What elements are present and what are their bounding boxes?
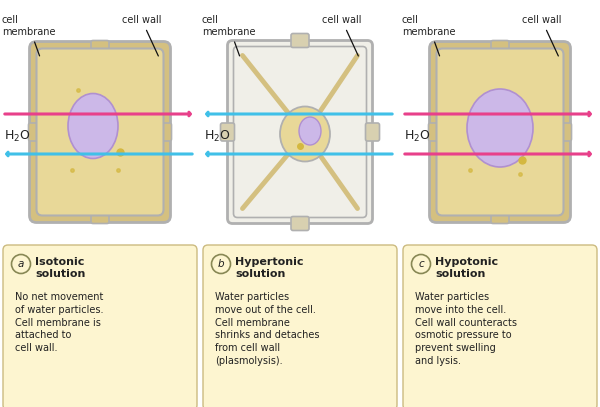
Text: No net movement
of water particles.
Cell membrane is
attached to
cell wall.: No net movement of water particles. Cell… <box>15 292 104 353</box>
Text: cell
membrane: cell membrane <box>2 15 56 56</box>
Text: Isotonic
solution: Isotonic solution <box>35 257 85 279</box>
Text: H$_2$O: H$_2$O <box>4 129 31 144</box>
FancyBboxPatch shape <box>403 245 597 407</box>
Text: Hypertonic
solution: Hypertonic solution <box>235 257 304 279</box>
FancyBboxPatch shape <box>428 123 443 141</box>
Text: b: b <box>218 259 224 269</box>
Ellipse shape <box>68 94 118 158</box>
Text: Water particles
move out of the cell.
Cell membrane
shrinks and detaches
from ce: Water particles move out of the cell. Ce… <box>215 292 320 366</box>
FancyBboxPatch shape <box>29 42 170 223</box>
Circle shape <box>212 254 230 274</box>
FancyBboxPatch shape <box>37 48 163 215</box>
FancyBboxPatch shape <box>233 46 367 217</box>
Text: cell wall: cell wall <box>322 15 361 56</box>
FancyBboxPatch shape <box>221 123 235 141</box>
FancyBboxPatch shape <box>291 217 309 230</box>
FancyBboxPatch shape <box>91 210 109 223</box>
FancyBboxPatch shape <box>29 123 43 141</box>
Circle shape <box>412 254 431 274</box>
FancyBboxPatch shape <box>157 123 172 141</box>
FancyBboxPatch shape <box>203 245 397 407</box>
FancyBboxPatch shape <box>430 42 571 223</box>
FancyBboxPatch shape <box>227 41 373 223</box>
FancyBboxPatch shape <box>437 48 563 215</box>
FancyBboxPatch shape <box>491 41 509 55</box>
Text: Hypotonic
solution: Hypotonic solution <box>435 257 498 279</box>
FancyBboxPatch shape <box>3 245 197 407</box>
Text: a: a <box>18 259 24 269</box>
Ellipse shape <box>467 89 533 167</box>
Text: cell wall: cell wall <box>122 15 161 56</box>
Text: c: c <box>418 259 424 269</box>
FancyBboxPatch shape <box>291 33 309 48</box>
Text: cell
membrane: cell membrane <box>202 15 256 56</box>
Text: cell wall: cell wall <box>522 15 562 56</box>
Ellipse shape <box>299 117 321 145</box>
Text: H$_2$O: H$_2$O <box>404 129 431 144</box>
Text: H$_2$O: H$_2$O <box>204 129 230 144</box>
Circle shape <box>11 254 31 274</box>
FancyBboxPatch shape <box>491 210 509 223</box>
FancyBboxPatch shape <box>365 123 380 141</box>
Ellipse shape <box>280 107 330 162</box>
Text: Water particles
move into the cell.
Cell wall counteracts
osmotic pressure to
pr: Water particles move into the cell. Cell… <box>415 292 517 366</box>
Text: cell
membrane: cell membrane <box>402 15 455 56</box>
FancyBboxPatch shape <box>557 123 571 141</box>
FancyBboxPatch shape <box>91 41 109 55</box>
